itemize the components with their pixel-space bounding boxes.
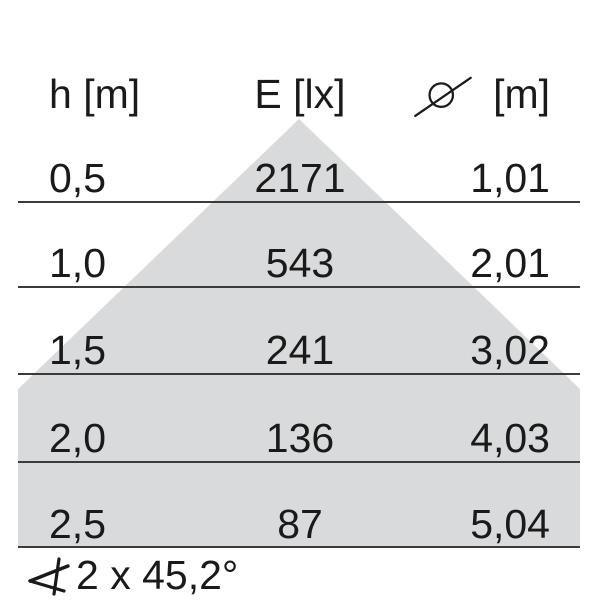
height-value: 1,0 [49,240,106,286]
illuminance-value: 136 [265,415,335,461]
beam-angle-label: 2 x 45,2° [76,552,239,598]
row-divider [18,461,580,463]
illuminance-value: 543 [265,240,335,286]
height-value: 2,0 [49,415,106,461]
header-diameter: [m] [410,74,550,126]
measured-angle-icon [28,557,70,596]
header-illuminance: E [lx] [254,71,346,117]
height-value: 2,5 [49,501,106,547]
diameter-value: 1,01 [470,155,550,201]
height-value: 0,5 [49,155,106,201]
diameter-value: 3,02 [470,327,550,373]
diameter-value: 5,04 [470,501,550,547]
diameter-icon [414,76,472,118]
illuminance-value: 87 [277,501,323,547]
row-divider [18,373,580,375]
illuminance-value: 241 [265,327,335,373]
height-value: 1,5 [49,327,106,373]
beam-angle-note: 2 x 45,2° [20,548,580,600]
row-divider [18,546,580,548]
row-divider [18,201,580,203]
diameter-value: 4,03 [470,415,550,461]
light-cone-triangle [18,119,580,548]
illuminance-value: 2171 [254,155,346,201]
diameter-value: 2,01 [470,240,550,286]
header-height: h [m] [49,71,141,117]
row-divider [18,286,580,288]
header-diameter-unit: [m] [493,71,550,117]
